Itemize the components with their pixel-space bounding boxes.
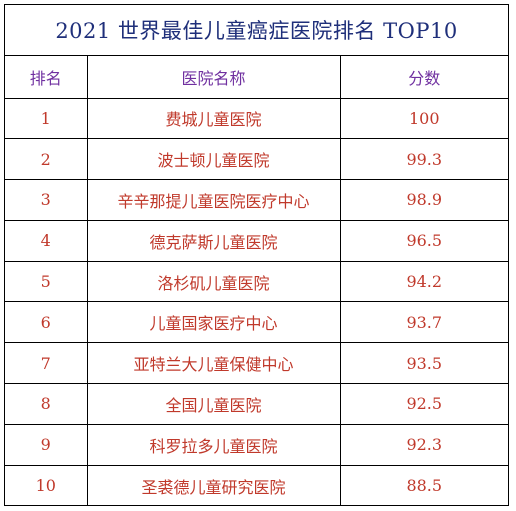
header-score: 分数 (339, 56, 508, 99)
ranking-table: 排名 医院名称 分数 1 费城儿童医院 100 2 波士顿儿童医院 99.3 3… (5, 56, 508, 506)
rank-cell: 10 (5, 464, 88, 506)
table-row: 9 科罗拉多儿童医院 92.3 (5, 423, 508, 466)
table-title: 2021 世界最佳儿童癌症医院排名 TOP10 (5, 5, 508, 56)
rank-cell: 3 (5, 179, 88, 221)
hospital-name-cell: 全国儿童医院 (86, 383, 341, 425)
table-row: 4 德克萨斯儿童医院 96.5 (5, 219, 508, 262)
rank-cell: 2 (5, 138, 88, 181)
score-cell: 99.3 (339, 138, 508, 181)
table-row: 3 辛辛那提儿童医院医疗中心 98.9 (5, 179, 508, 221)
score-cell: 94.2 (339, 260, 508, 303)
hospital-name-cell: 洛杉矶儿童医院 (86, 260, 341, 303)
rank-cell: 6 (5, 301, 88, 344)
score-cell: 92.5 (339, 383, 508, 425)
score-cell: 98.9 (339, 179, 508, 221)
hospital-name-cell: 辛辛那提儿童医院医疗中心 (86, 179, 341, 221)
hospital-name-cell: 费城儿童医院 (86, 98, 341, 140)
table-row: 6 儿童国家医疗中心 93.7 (5, 301, 508, 344)
rank-cell: 5 (5, 260, 88, 303)
hospital-name-cell: 波士顿儿童医院 (86, 138, 341, 181)
header-hospital-name: 医院名称 (86, 56, 341, 99)
table-row: 8 全国儿童医院 92.5 (5, 383, 508, 425)
table-row: 1 费城儿童医院 100 (5, 98, 508, 140)
ranking-table-container: 2021 世界最佳儿童癌症医院排名 TOP10 排名 医院名称 分数 1 费城儿… (4, 4, 509, 506)
hospital-name-cell: 儿童国家医疗中心 (86, 301, 341, 344)
hospital-name-cell: 德克萨斯儿童医院 (86, 219, 341, 262)
header-rank: 排名 (5, 56, 88, 99)
rank-cell: 1 (5, 98, 88, 140)
rank-cell: 4 (5, 219, 88, 262)
hospital-name-cell: 圣裘德儿童研究医院 (86, 464, 341, 506)
rank-cell: 8 (5, 383, 88, 425)
score-cell: 92.3 (339, 423, 508, 466)
score-cell: 93.7 (339, 301, 508, 344)
table-row: 2 波士顿儿童医院 99.3 (5, 138, 508, 181)
table-row: 5 洛杉矶儿童医院 94.2 (5, 260, 508, 303)
rank-cell: 9 (5, 423, 88, 466)
score-cell: 96.5 (339, 219, 508, 262)
score-cell: 88.5 (339, 464, 508, 506)
table-row: 10 圣裘德儿童研究医院 88.5 (5, 464, 508, 506)
table-row: 7 亚特兰大儿童保健中心 93.5 (5, 342, 508, 385)
hospital-name-cell: 科罗拉多儿童医院 (86, 423, 341, 466)
rank-cell: 7 (5, 342, 88, 385)
hospital-name-cell: 亚特兰大儿童保健中心 (86, 342, 341, 385)
score-cell: 100 (339, 98, 508, 140)
header-row: 排名 医院名称 分数 (5, 56, 508, 99)
score-cell: 93.5 (339, 342, 508, 385)
